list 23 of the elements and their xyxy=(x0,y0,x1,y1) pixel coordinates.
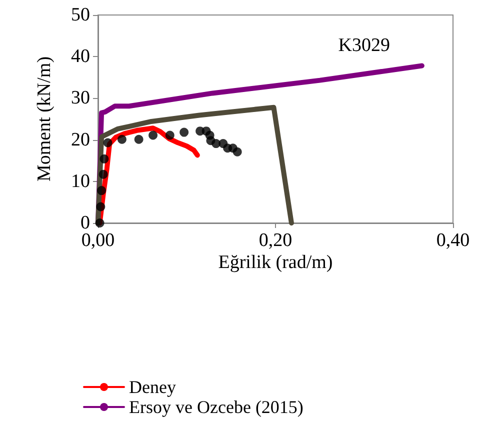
x-axis-title: Eğrilik (rad/m) xyxy=(218,252,333,273)
point xyxy=(180,128,189,137)
point xyxy=(165,130,174,140)
x-tick-label: 0,20 xyxy=(258,230,292,251)
point xyxy=(148,130,158,140)
point xyxy=(96,202,106,212)
legend-label: Deney xyxy=(129,377,176,397)
y-tick-label: 10 xyxy=(71,170,90,192)
y-tick-label: 30 xyxy=(71,88,90,109)
x-tick-label: 0,40 xyxy=(436,230,470,251)
y-tick-label: 40 xyxy=(71,46,90,68)
point xyxy=(103,138,112,148)
point xyxy=(134,134,144,144)
point xyxy=(97,186,106,196)
y-tick-label: 20 xyxy=(71,129,90,150)
annotation: K3029 xyxy=(338,35,390,56)
point xyxy=(232,147,242,156)
point xyxy=(98,170,108,179)
point xyxy=(117,134,126,144)
y-axis-title: Moment (kN/m) xyxy=(34,56,55,182)
point xyxy=(100,154,109,164)
legend-label: Ersoy ve Ozcebe (2015) xyxy=(129,397,304,417)
y-tick-label: 50 xyxy=(71,4,90,26)
